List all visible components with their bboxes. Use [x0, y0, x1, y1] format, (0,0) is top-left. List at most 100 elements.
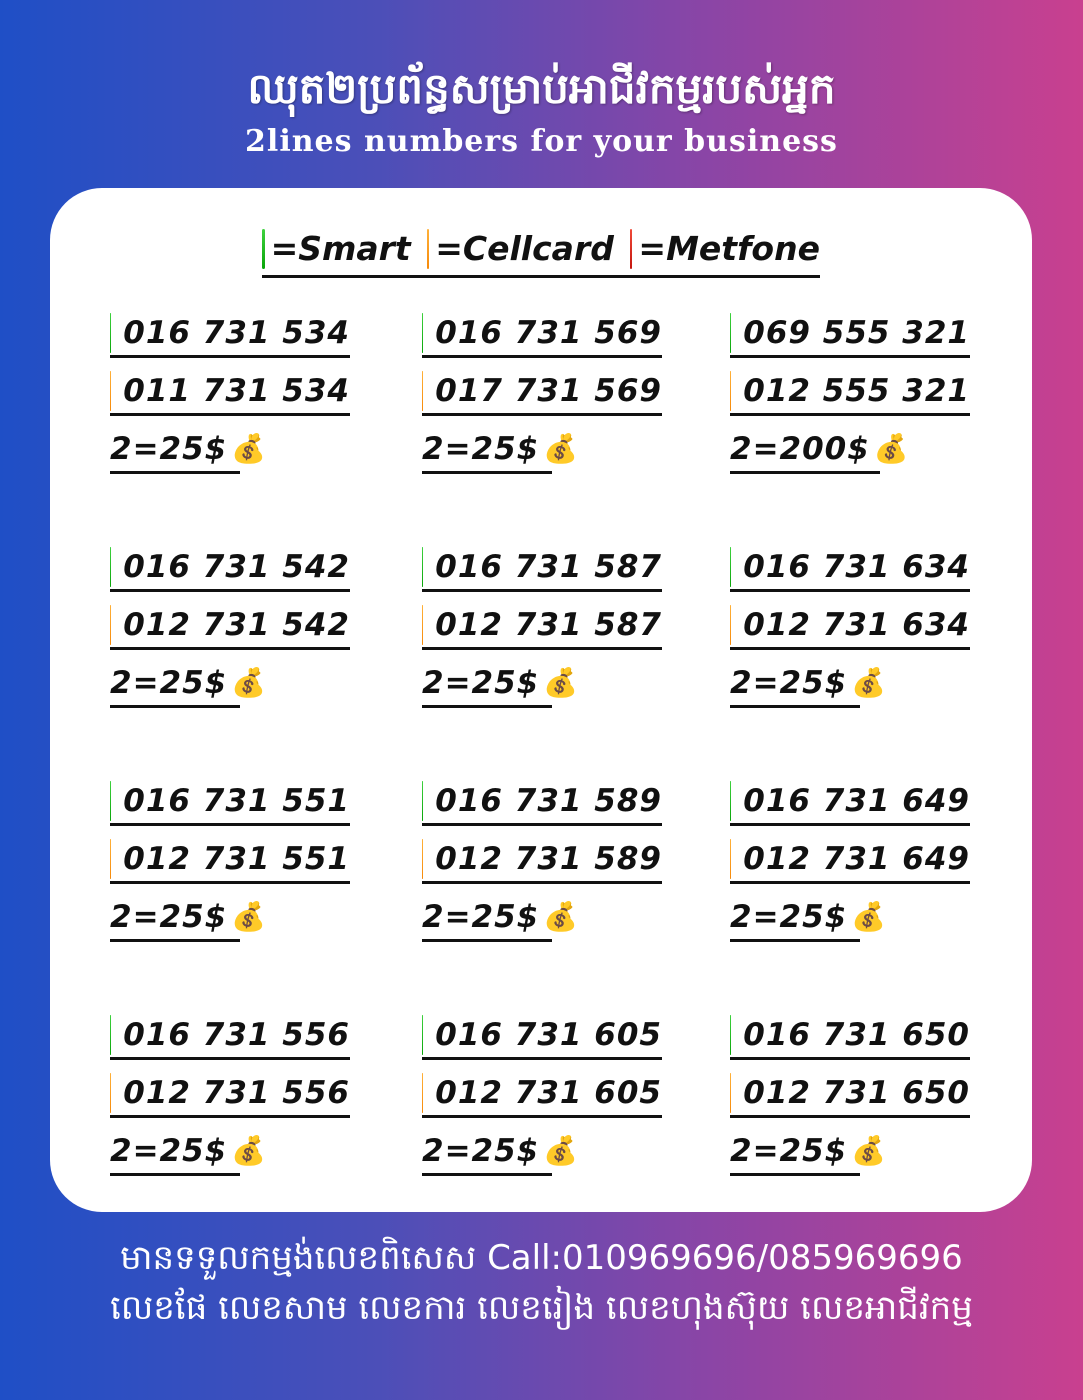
money-bag-icon: 💰: [231, 1134, 268, 1167]
price: 2=25$: [422, 430, 540, 467]
smart-number-row: 016 731 551: [110, 778, 350, 826]
number-pair: 016 731 556 012 731 556 2=25$ 💰: [110, 1012, 350, 1186]
money-bag-icon: 💰: [851, 1134, 888, 1167]
price-row: 2=25$ 💰: [730, 660, 886, 708]
number-pair: 016 731 569 017 731 569 2=25$ 💰: [422, 310, 662, 484]
smart-icon: [110, 780, 112, 821]
price: 2=25$: [730, 1132, 848, 1169]
price-row: 2=25$ 💰: [110, 426, 266, 474]
price: 2=25$: [730, 898, 848, 935]
price: 2=25$: [110, 664, 228, 701]
cellcard-icon: [110, 370, 112, 411]
legend-metfone: =Metfone: [638, 229, 820, 268]
smart-number: 016 731 569: [435, 314, 662, 351]
smart-number: 016 731 649: [743, 782, 970, 819]
cellcard-number: 017 731 569: [435, 372, 662, 409]
smart-icon: [730, 312, 732, 353]
smart-number-row: 016 731 534: [110, 310, 350, 358]
cellcard-number-row: 012 731 649: [730, 836, 970, 884]
price-row: 2=25$ 💰: [422, 660, 578, 708]
cellcard-icon: [730, 838, 732, 879]
smart-icon: [730, 1014, 732, 1055]
subtitle: 2lines numbers for your business: [245, 124, 838, 159]
footer-contact: មានទទួលកម្មង់លេខពិសេស Call:010969696/085…: [120, 1238, 963, 1278]
cellcard-number: 012 731 542: [123, 606, 350, 643]
number-pair: 016 731 542 012 731 542 2=25$ 💰: [110, 544, 350, 718]
price: 2=25$: [422, 664, 540, 701]
smart-number-row: 016 731 649: [730, 778, 970, 826]
smart-number: 016 731 534: [123, 314, 350, 351]
number-pair: 016 731 551 012 731 551 2=25$ 💰: [110, 778, 350, 952]
price-row: 2=25$ 💰: [422, 426, 578, 474]
cellcard-number: 012 731 605: [435, 1074, 662, 1111]
price: 2=25$: [422, 898, 540, 935]
smart-icon: [110, 312, 112, 353]
price: 2=25$: [422, 1132, 540, 1169]
smart-icon: [730, 780, 732, 821]
price-row: 2=25$ 💰: [110, 660, 266, 708]
number-pair: 016 731 589 012 731 589 2=25$ 💰: [422, 778, 662, 952]
price: 2=200$: [730, 430, 870, 467]
smart-number-row: 016 731 556: [110, 1012, 350, 1060]
cellcard-icon: [110, 604, 112, 645]
smart-icon: [422, 780, 424, 821]
legend-cellcard: =Cellcard: [435, 229, 614, 268]
cellcard-number-row: 012 731 589: [422, 836, 662, 884]
cellcard-icon: [730, 604, 732, 645]
smart-number: 016 731 589: [435, 782, 662, 819]
cellcard-number-row: 012 731 551: [110, 836, 350, 884]
cellcard-color-swatch: [426, 228, 430, 269]
cellcard-number-row: 017 731 569: [422, 368, 662, 416]
cellcard-number: 012 555 321: [743, 372, 970, 409]
cellcard-number: 012 731 587: [435, 606, 662, 643]
metfone-color-swatch: [629, 228, 633, 269]
money-bag-icon: 💰: [543, 432, 580, 465]
cellcard-number: 011 731 534: [123, 372, 350, 409]
footer-categories: លេខផែ លេខសាម លេខការ លេខរៀង លេខហុងស៊ុយ លេ…: [110, 1288, 973, 1328]
cellcard-number: 012 731 589: [435, 840, 662, 877]
smart-icon: [422, 546, 424, 587]
number-pair: 016 731 650 012 731 650 2=25$ 💰: [730, 1012, 970, 1186]
cellcard-icon: [422, 604, 424, 645]
smart-number-row: 016 731 650: [730, 1012, 970, 1060]
price: 2=25$: [110, 898, 228, 935]
smart-number-row: 016 731 589: [422, 778, 662, 826]
cellcard-number-row: 012 731 587: [422, 602, 662, 650]
price-row: 2=25$ 💰: [730, 894, 886, 942]
price-row: 2=25$ 💰: [730, 1128, 886, 1176]
cellcard-icon: [422, 1072, 424, 1113]
money-bag-icon: 💰: [231, 900, 268, 933]
cellcard-number: 012 731 556: [123, 1074, 350, 1111]
price-row: 2=200$ 💰: [730, 426, 909, 474]
cellcard-icon: [110, 1072, 112, 1113]
cellcard-number-row: 012 731 556: [110, 1070, 350, 1118]
cellcard-icon: [422, 838, 424, 879]
cellcard-icon: [730, 370, 732, 411]
money-bag-icon: 💰: [543, 900, 580, 933]
price-row: 2=25$ 💰: [422, 894, 578, 942]
smart-number-row: 016 731 605: [422, 1012, 662, 1060]
price: 2=25$: [110, 430, 228, 467]
cellcard-number: 012 731 649: [743, 840, 970, 877]
cellcard-number-row: 012 731 650: [730, 1070, 970, 1118]
money-bag-icon: 💰: [851, 666, 888, 699]
money-bag-icon: 💰: [873, 432, 910, 465]
smart-number-row: 016 731 542: [110, 544, 350, 592]
smart-icon: [110, 546, 112, 587]
operator-legend: =Smart =Cellcard =Metfone: [262, 222, 820, 278]
number-pair: 016 731 534 011 731 534 2=25$ 💰: [110, 310, 350, 484]
money-bag-icon: 💰: [543, 666, 580, 699]
price-row: 2=25$ 💰: [110, 1128, 266, 1176]
cellcard-number-row: 012 555 321: [730, 368, 970, 416]
smart-number: 016 731 605: [435, 1016, 662, 1053]
smart-number: 069 555 321: [743, 314, 970, 351]
cellcard-number: 012 731 634: [743, 606, 970, 643]
smart-number-row: 069 555 321: [730, 310, 970, 358]
smart-number-row: 016 731 634: [730, 544, 970, 592]
legend-smart: =Smart: [270, 229, 411, 268]
smart-number: 016 731 556: [123, 1016, 350, 1053]
money-bag-icon: 💰: [231, 432, 268, 465]
cellcard-number: 012 731 551: [123, 840, 350, 877]
price: 2=25$: [110, 1132, 228, 1169]
smart-icon: [110, 1014, 112, 1055]
